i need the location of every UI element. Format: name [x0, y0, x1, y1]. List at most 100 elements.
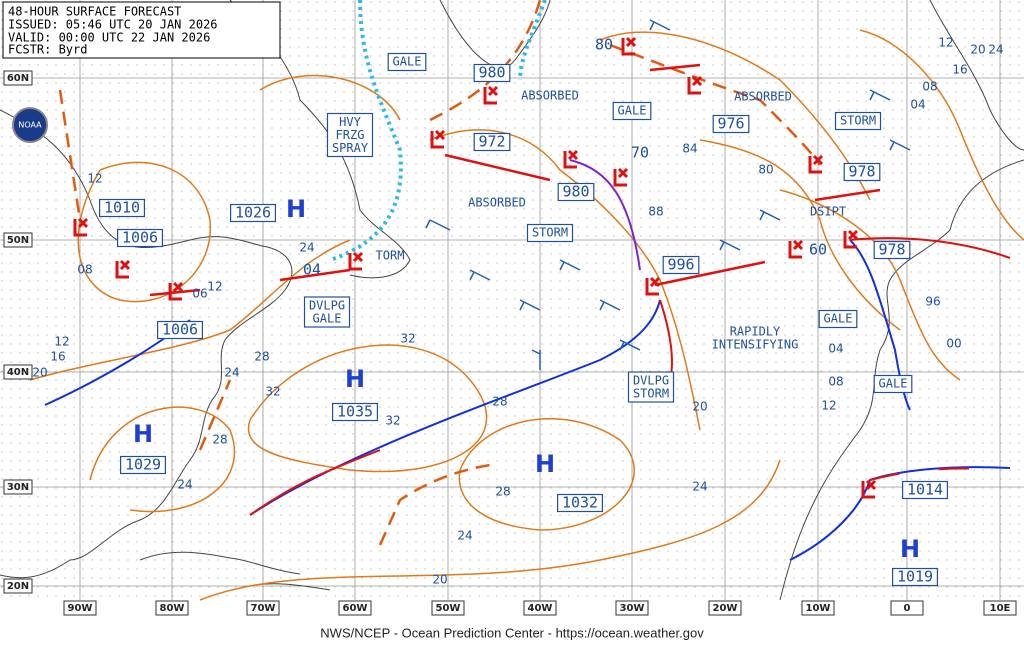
graticule — [0, 0, 1024, 600]
isobar-label: 08 — [922, 80, 937, 94]
low-pressure: 980 — [562, 183, 589, 201]
low-pressure-box — [843, 162, 881, 182]
high-pressure-box — [556, 493, 603, 513]
isobar-label: 96 — [925, 295, 940, 309]
low-pressure: 996 — [667, 256, 694, 274]
lat-label: 60N — [7, 73, 29, 84]
low-pressure-box — [712, 114, 750, 134]
warning-line: FRZG — [336, 128, 365, 142]
low-marker — [613, 167, 629, 187]
isobar-label: 32 — [400, 332, 415, 346]
header-issued: ISSUED: 05:46 UTC 20 JAN 2026 — [8, 18, 218, 32]
low-marker — [687, 75, 703, 95]
isobar-label: 20 — [970, 43, 985, 57]
warning: TORM — [376, 249, 405, 263]
warning-line: DVLPG — [309, 298, 345, 312]
low-marker — [861, 479, 877, 499]
lon-label: 50W — [436, 603, 461, 614]
low-pressure: 80 — [595, 36, 613, 54]
lat-label: 30N — [7, 482, 29, 493]
warning-line: RAPIDLY — [730, 324, 781, 338]
low-pressure: 1014 — [907, 481, 943, 499]
lon-label: 40W — [528, 603, 553, 614]
header-box — [2, 1, 281, 59]
isobar-label: 28 — [495, 485, 510, 499]
isobar-label: 08 — [77, 263, 92, 277]
isobar-label: 00 — [946, 337, 961, 351]
warning: DSIPT — [810, 205, 846, 219]
warning-box — [818, 309, 858, 329]
high-symbol: H — [345, 365, 365, 393]
high-symbol: H — [900, 535, 920, 563]
lon-label: 80W — [160, 603, 185, 614]
low-pressure: 60 — [809, 241, 827, 259]
isobar-label: 08 — [828, 375, 843, 389]
warning: ABSORBED — [734, 90, 792, 104]
warning: RAPIDLY INTENSIFYING — [712, 324, 799, 351]
high-pressure: 1019 — [897, 568, 933, 586]
high-pressure-box — [230, 203, 277, 223]
low-pressure: 1006 — [162, 321, 198, 339]
warning-box — [526, 223, 574, 243]
low-pressure: 1010 — [104, 199, 140, 217]
lat-label-box — [3, 479, 33, 495]
lon-label: 60W — [343, 603, 368, 614]
warning-line: HVY — [339, 115, 361, 129]
low-pressure-box — [473, 63, 511, 83]
high-symbol: H — [286, 195, 306, 223]
lon-label-box — [890, 600, 924, 616]
warning: ABSORBED — [521, 89, 579, 103]
low-pressure-box — [116, 228, 163, 248]
warning-box — [627, 371, 675, 403]
lon-label: 0 — [904, 603, 911, 614]
low-pressure-box — [873, 240, 911, 260]
low-pressure-box — [473, 132, 511, 152]
lon-label-box — [615, 600, 649, 616]
low-marker — [483, 85, 499, 105]
low-marker — [430, 129, 446, 149]
isobar-label: 20 — [32, 366, 47, 380]
isobar-label: 24 — [692, 480, 707, 494]
wind-barbs — [425, 19, 911, 370]
warning-line: INTENSIFYING — [712, 337, 799, 351]
low-marker — [621, 36, 637, 56]
isobar-label: 32 — [385, 414, 400, 428]
noaa-logo — [12, 107, 48, 143]
low-marker — [73, 217, 89, 237]
isobar-label: 28 — [492, 395, 507, 409]
high-symbol: H — [535, 450, 555, 478]
low-pressure-box — [662, 255, 700, 275]
warning: STORM — [840, 114, 876, 128]
isobar-label: 24 — [457, 529, 472, 543]
low-marker — [788, 239, 804, 259]
isobar-label: 16 — [952, 63, 967, 77]
lon-label-box — [338, 600, 372, 616]
isobar-label: 20 — [692, 400, 707, 414]
low-marker — [115, 259, 131, 279]
lat-label-box — [3, 578, 33, 594]
warning: STORM — [532, 226, 568, 240]
low-marker — [645, 276, 661, 296]
noaa-logo-text: NOAA — [18, 121, 42, 130]
lat-label: 20N — [7, 581, 29, 592]
warning-line: DVLPG — [633, 373, 669, 387]
header-valid: VALID: 00:00 UTC 22 JAN 2026 — [8, 31, 210, 45]
warning: GALE — [618, 104, 647, 118]
isobar-label: 12 — [87, 172, 102, 186]
warning-line: STORM — [633, 386, 669, 400]
warning-box — [326, 112, 374, 158]
warning: GALE — [879, 377, 908, 391]
low-pressure-box — [557, 182, 595, 202]
isobar-label: 12 — [821, 399, 836, 413]
footer: NWS/NCEP - Ocean Prediction Center - htt… — [320, 625, 704, 640]
lon-label-box — [801, 600, 835, 616]
isobar-label: 04 — [828, 342, 843, 356]
isobar-label: 32 — [265, 385, 280, 399]
low-pressure: 04 — [303, 261, 321, 279]
lon-label: 20W — [713, 603, 738, 614]
lat-label-box — [3, 70, 33, 86]
warning-box — [612, 101, 652, 121]
isobars — [29, 29, 1024, 601]
high-pressure: 1035 — [337, 403, 373, 421]
